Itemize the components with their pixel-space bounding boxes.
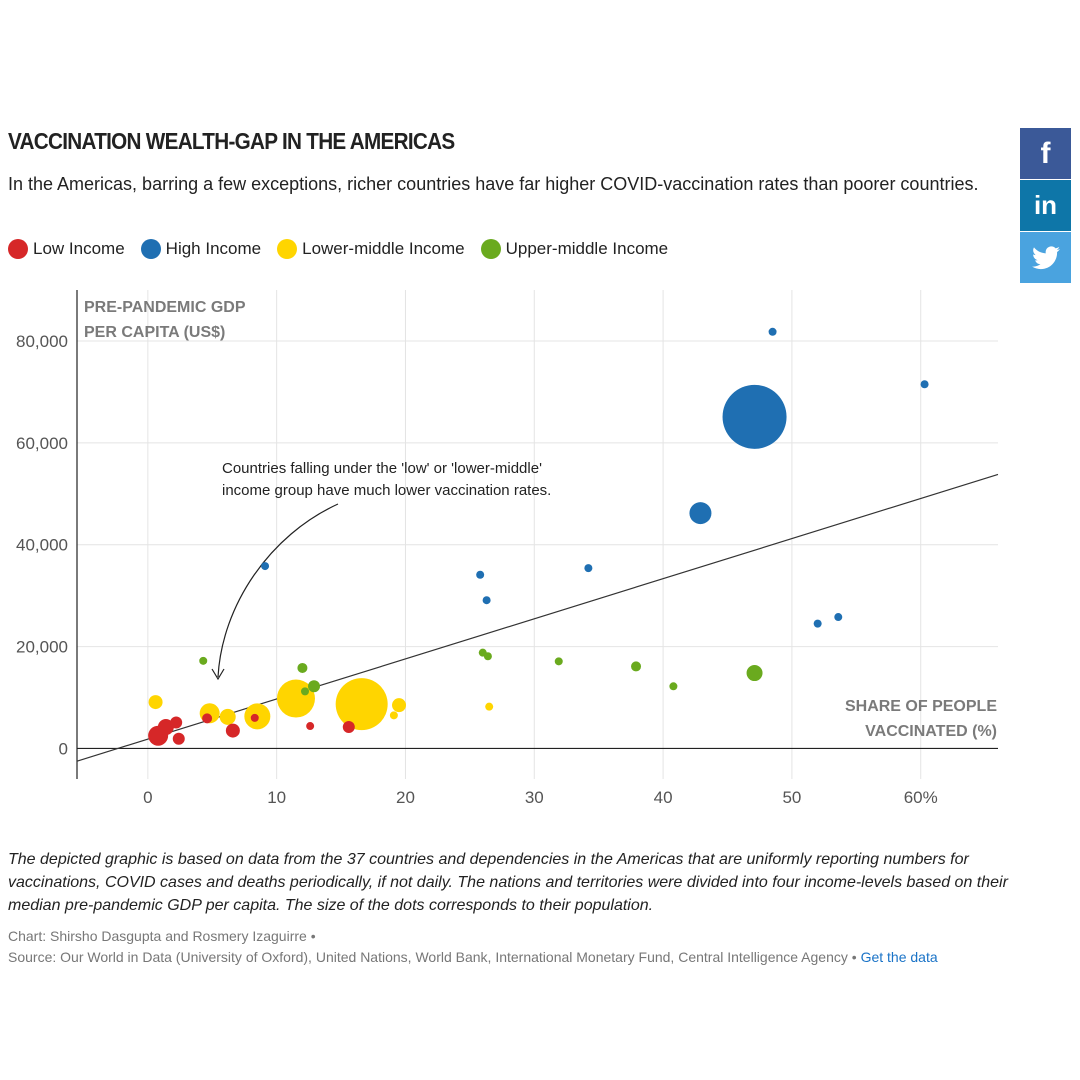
legend-item-low-income: Low Income bbox=[8, 239, 125, 259]
annotation-arrow-line bbox=[217, 503, 339, 678]
y-tick-label: 0 bbox=[59, 739, 68, 758]
scatter-chart: PRE-PANDEMIC GDP PER CAPITA (US$) SHARE … bbox=[16, 290, 999, 807]
linkedin-icon: in bbox=[1033, 190, 1058, 220]
data-point-upper-middle-income bbox=[631, 661, 642, 672]
x-tick-label: 40 bbox=[654, 788, 673, 807]
data-point-high-income bbox=[768, 327, 777, 336]
data-point-lower-middle-income bbox=[335, 678, 388, 731]
data-point-high-income bbox=[920, 380, 929, 389]
data-point-lower-middle-income bbox=[392, 698, 407, 713]
legend-swatch-high-income bbox=[140, 239, 161, 259]
footnote: The depicted graphic is based on data fr… bbox=[8, 851, 1008, 914]
data-point-upper-middle-income bbox=[199, 656, 208, 665]
y-tick-label: 20,000 bbox=[16, 638, 68, 657]
data-point-upper-middle-income bbox=[308, 680, 321, 693]
data-point-lower-middle-income bbox=[485, 702, 494, 711]
x-axis-label-line: SHARE OF PEOPLE bbox=[845, 698, 997, 715]
data-point-low-income bbox=[202, 713, 213, 724]
data-point-lower-middle-income bbox=[389, 711, 398, 720]
y-axis-label-line: PRE-PANDEMIC GDP bbox=[84, 299, 246, 316]
linkedin-share-button[interactable]: in bbox=[1020, 180, 1071, 231]
data-point-upper-middle-income bbox=[669, 682, 678, 691]
legend-item-upper-middle-income: Upper-middle Income bbox=[480, 239, 669, 259]
annotation-arrow-head bbox=[211, 668, 225, 681]
x-tick-label: 60% bbox=[904, 788, 938, 807]
data-point-high-income bbox=[689, 502, 712, 525]
data-point-high-income bbox=[584, 564, 593, 573]
annotation-text-line: Countries falling under the 'low' or 'lo… bbox=[222, 460, 542, 477]
chart-title: VACCINATION WEALTH-GAP IN THE AMERICAS bbox=[8, 128, 455, 154]
tick-layer: 0 10 20 30 40 50 60% 0 20,000 40,000 60,000 80,000 bbox=[16, 332, 938, 807]
annotation: Countries falling under the 'low' or 'lo… bbox=[211, 460, 551, 681]
data-point-upper-middle-income bbox=[300, 687, 309, 696]
annotation-text-line: income group have much lower vaccination… bbox=[222, 482, 551, 499]
data-point-high-income bbox=[834, 613, 843, 622]
legend-item-high-income: High Income bbox=[140, 239, 262, 259]
data-point-low-income bbox=[157, 719, 174, 736]
legend-label: High Income bbox=[165, 239, 262, 258]
data-point-high-income bbox=[722, 384, 787, 449]
chart-credit: Chart: Shirsho Dasgupta and Rosmery Izag… bbox=[8, 928, 316, 944]
data-point-low-income bbox=[250, 713, 259, 722]
points-layer bbox=[148, 327, 929, 746]
legend-swatch-lower-middle-income bbox=[277, 239, 298, 259]
legend: Low Income High Income Lower-middle Inco… bbox=[8, 239, 684, 259]
x-tick-label: 0 bbox=[143, 788, 152, 807]
legend-swatch-upper-middle-income bbox=[480, 239, 501, 259]
data-point-low-income bbox=[172, 732, 185, 745]
x-tick-label: 50 bbox=[782, 788, 801, 807]
share-bar: f in bbox=[1020, 128, 1071, 284]
data-point-low-income bbox=[170, 716, 183, 729]
data-point-high-income bbox=[482, 596, 491, 605]
chart-subtitle: In the Americas, barring a few exception… bbox=[8, 174, 979, 194]
data-point-lower-middle-income bbox=[219, 708, 236, 725]
legend-label: Upper-middle Income bbox=[505, 239, 669, 258]
legend-swatch-low-income bbox=[8, 239, 28, 259]
x-axis-label-line: VACCINATED (%) bbox=[865, 723, 997, 740]
data-point-low-income bbox=[306, 722, 315, 731]
data-point-high-income bbox=[261, 562, 270, 571]
facebook-icon: f bbox=[1040, 136, 1051, 170]
legend-item-lower-middle-income: Lower-middle Income bbox=[277, 239, 465, 259]
legend-label: Low Income bbox=[33, 239, 125, 258]
source-line: Source: Our World in Data (University of… bbox=[8, 949, 938, 965]
data-point-high-income bbox=[813, 619, 822, 628]
y-axis-label-line: PER CAPITA (US$) bbox=[84, 324, 225, 341]
twitter-icon bbox=[1031, 245, 1060, 269]
y-tick-label: 60,000 bbox=[16, 434, 68, 453]
get-the-data-link[interactable]: Get the data bbox=[860, 949, 938, 965]
y-tick-label: 80,000 bbox=[16, 332, 68, 351]
data-point-upper-middle-income bbox=[483, 652, 492, 661]
axis-layer: PRE-PANDEMIC GDP PER CAPITA (US$) SHARE … bbox=[76, 290, 998, 779]
y-tick-label: 40,000 bbox=[16, 536, 68, 555]
data-point-upper-middle-income bbox=[297, 662, 308, 673]
data-point-high-income bbox=[476, 570, 485, 579]
x-tick-label: 30 bbox=[525, 788, 544, 807]
x-tick-label: 10 bbox=[267, 788, 286, 807]
grid-layer bbox=[77, 290, 998, 779]
legend-label: Lower-middle Income bbox=[302, 239, 465, 258]
source-text: Source: Our World in Data (University of… bbox=[8, 949, 857, 965]
data-point-low-income bbox=[225, 723, 240, 738]
facebook-share-button[interactable]: f bbox=[1020, 128, 1071, 179]
twitter-share-button[interactable] bbox=[1020, 232, 1071, 283]
x-tick-label: 20 bbox=[396, 788, 415, 807]
data-point-upper-middle-income bbox=[746, 665, 763, 682]
data-point-lower-middle-income bbox=[148, 695, 163, 710]
data-point-upper-middle-income bbox=[554, 657, 563, 666]
data-point-low-income bbox=[342, 721, 355, 734]
